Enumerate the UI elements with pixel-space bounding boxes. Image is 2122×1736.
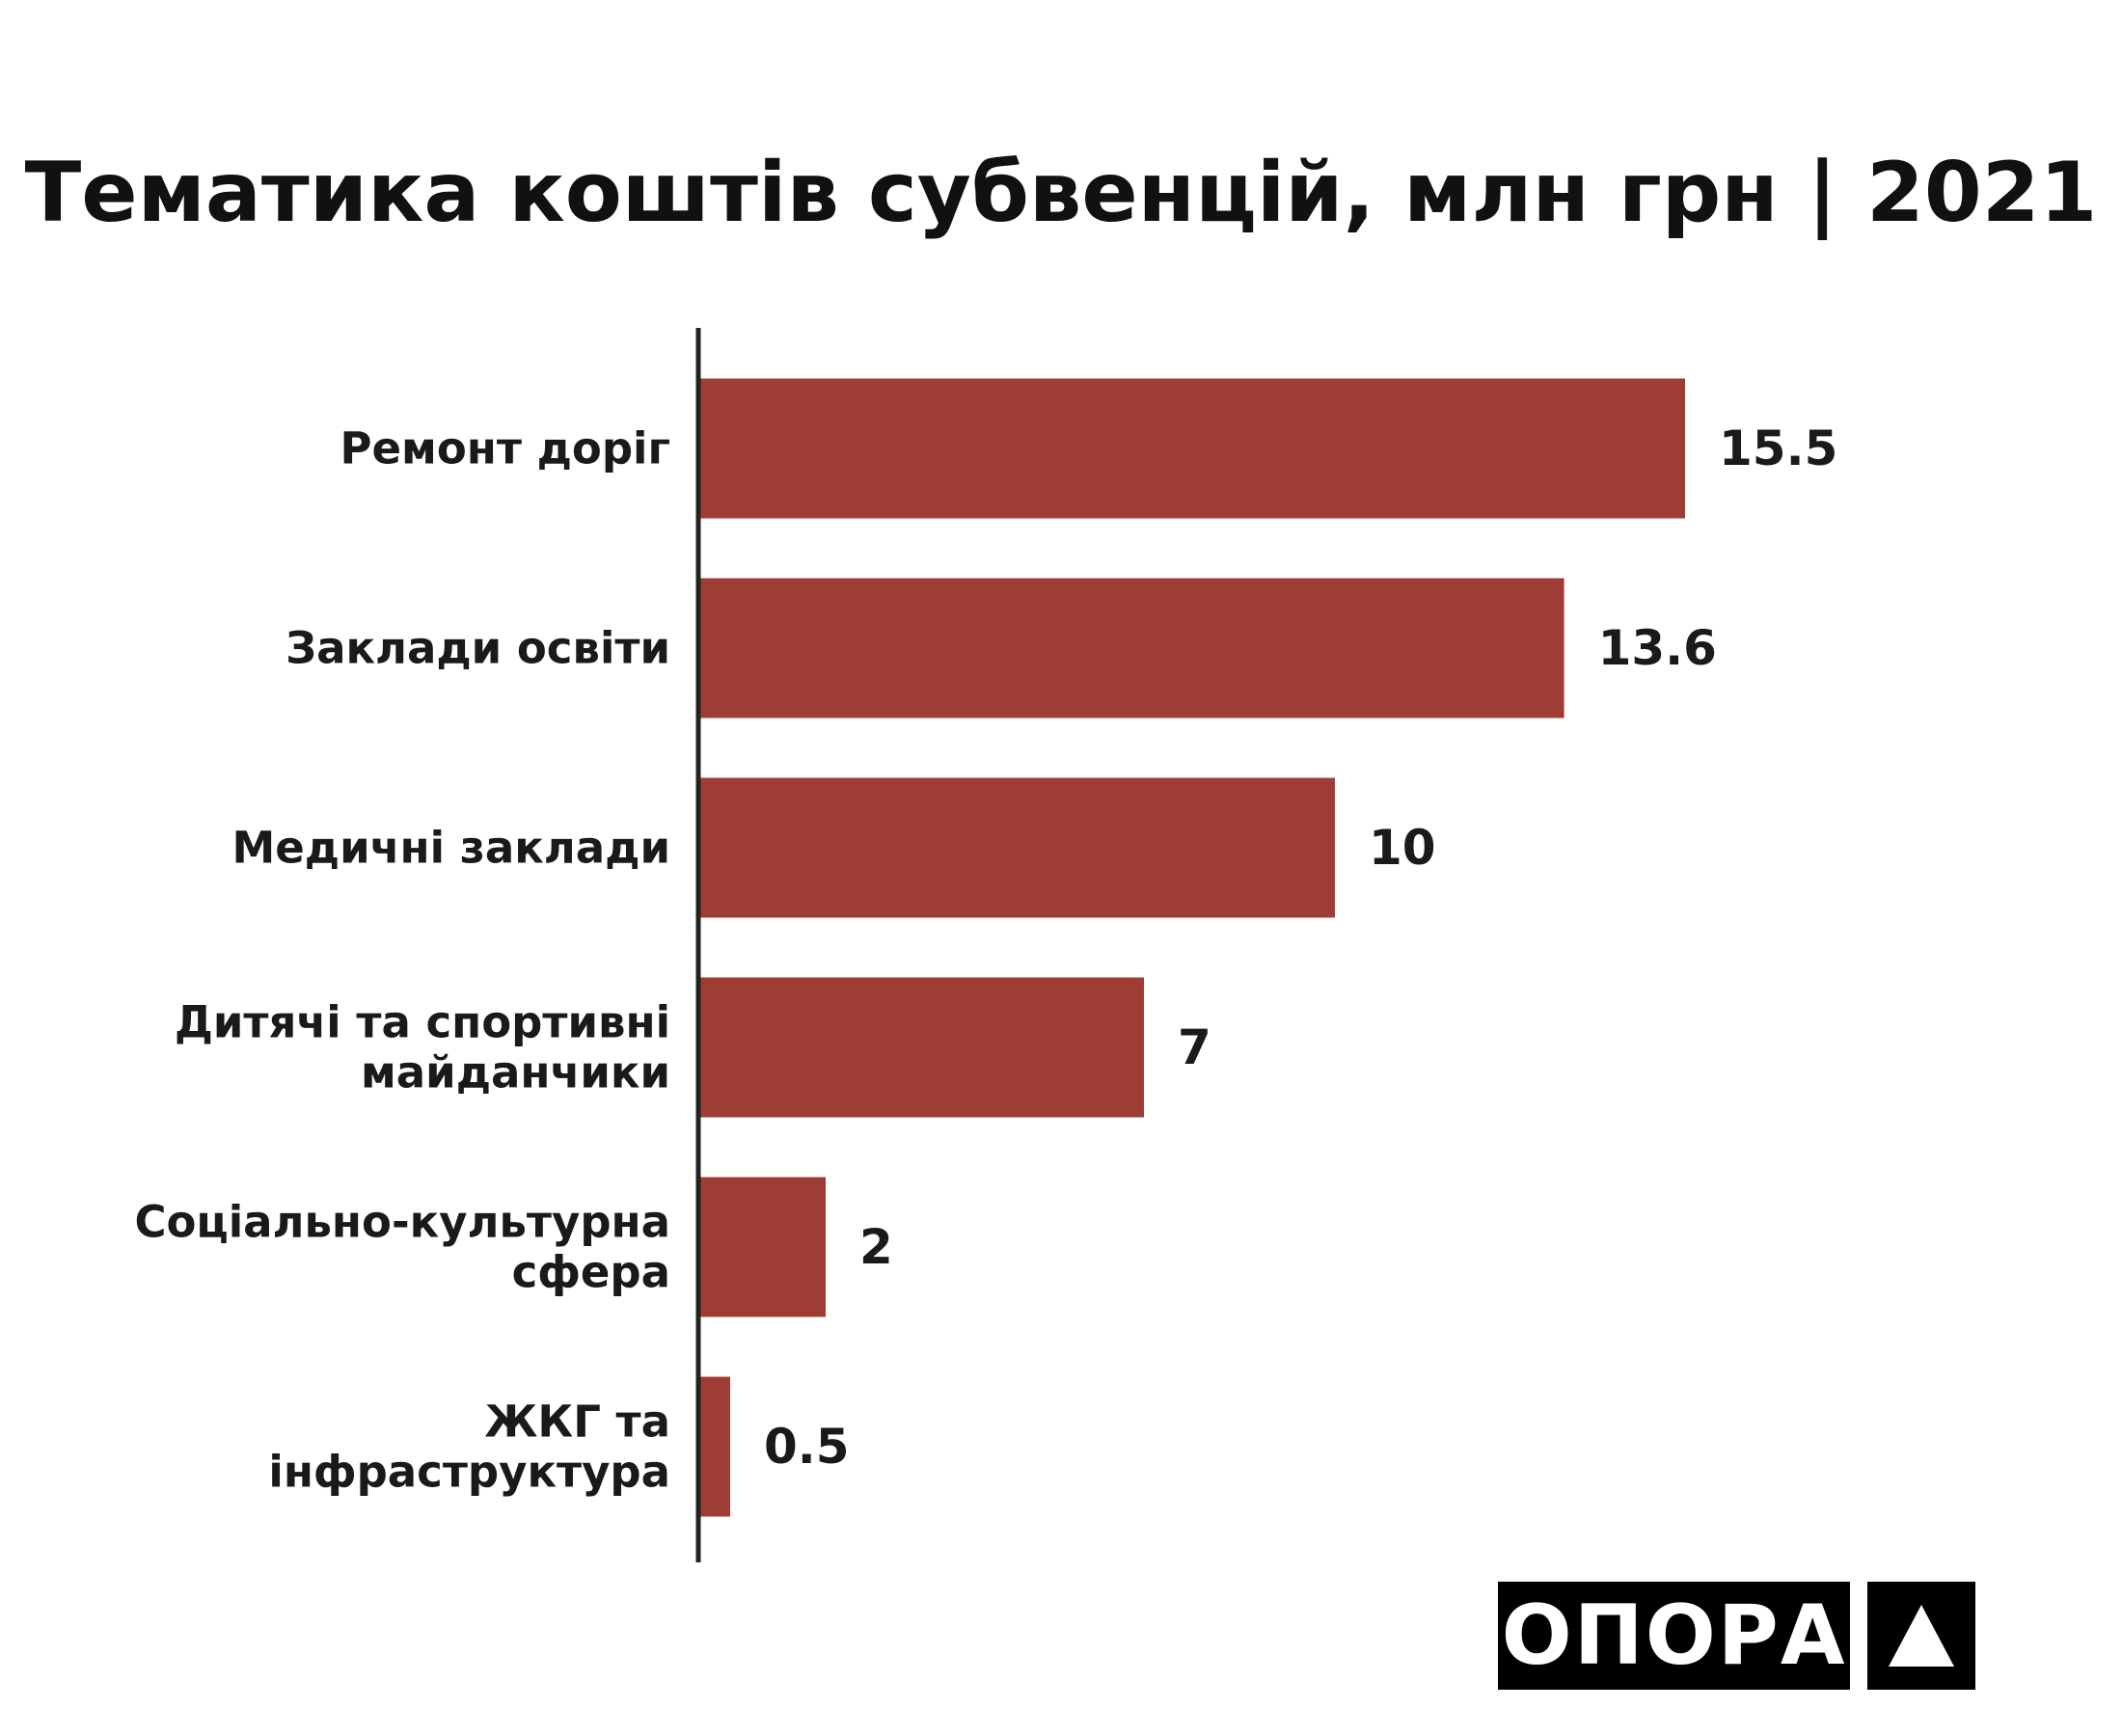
- bar: [698, 777, 1335, 918]
- bar: [698, 977, 1144, 1118]
- value-label: 13.6: [1598, 620, 1717, 676]
- value-label: 15.5: [1719, 420, 1837, 476]
- category-label-line: Соціально-культурна: [134, 1197, 670, 1248]
- value-label: 7: [1178, 1019, 1211, 1075]
- category-label: Заклади освіти: [286, 623, 670, 674]
- value-label: 2: [859, 1219, 893, 1275]
- category-label: Ремонт доріг: [340, 423, 670, 475]
- category-label: ЖКГ та інфраструктура: [268, 1397, 670, 1498]
- category-label-line: Ремонт доріг: [340, 423, 670, 475]
- logo-text: ОПОРА: [1498, 1582, 1850, 1690]
- category-label-line: інфраструктура: [268, 1447, 670, 1498]
- category-label-line: Заклади освіти: [286, 623, 670, 674]
- triangle-icon: [1867, 1582, 1975, 1690]
- category-label: Медичні заклади: [231, 823, 670, 874]
- bar: [698, 1177, 826, 1317]
- value-label: 10: [1369, 820, 1436, 876]
- value-label: 0.5: [764, 1419, 850, 1475]
- chart-title: Тематика коштів субвенцій, млн грн | 202…: [24, 145, 2098, 241]
- category-label: Соціально-культурна сфера: [134, 1197, 670, 1298]
- opora-logo: ОПОРА: [1498, 1582, 1975, 1690]
- category-label-line: Дитячі та спортивні: [175, 997, 670, 1048]
- category-label-line: ЖКГ та: [484, 1397, 670, 1448]
- bar: [698, 378, 1685, 519]
- category-label-line: сфера: [512, 1247, 670, 1298]
- category-label: Дитячі та спортивні майданчики: [175, 997, 670, 1099]
- triangle-icon-svg: [1889, 1605, 1954, 1667]
- bar: [698, 1376, 730, 1517]
- category-label-line: майданчики: [361, 1047, 670, 1099]
- bar: [698, 578, 1564, 719]
- category-label-line: Медичні заклади: [231, 823, 670, 874]
